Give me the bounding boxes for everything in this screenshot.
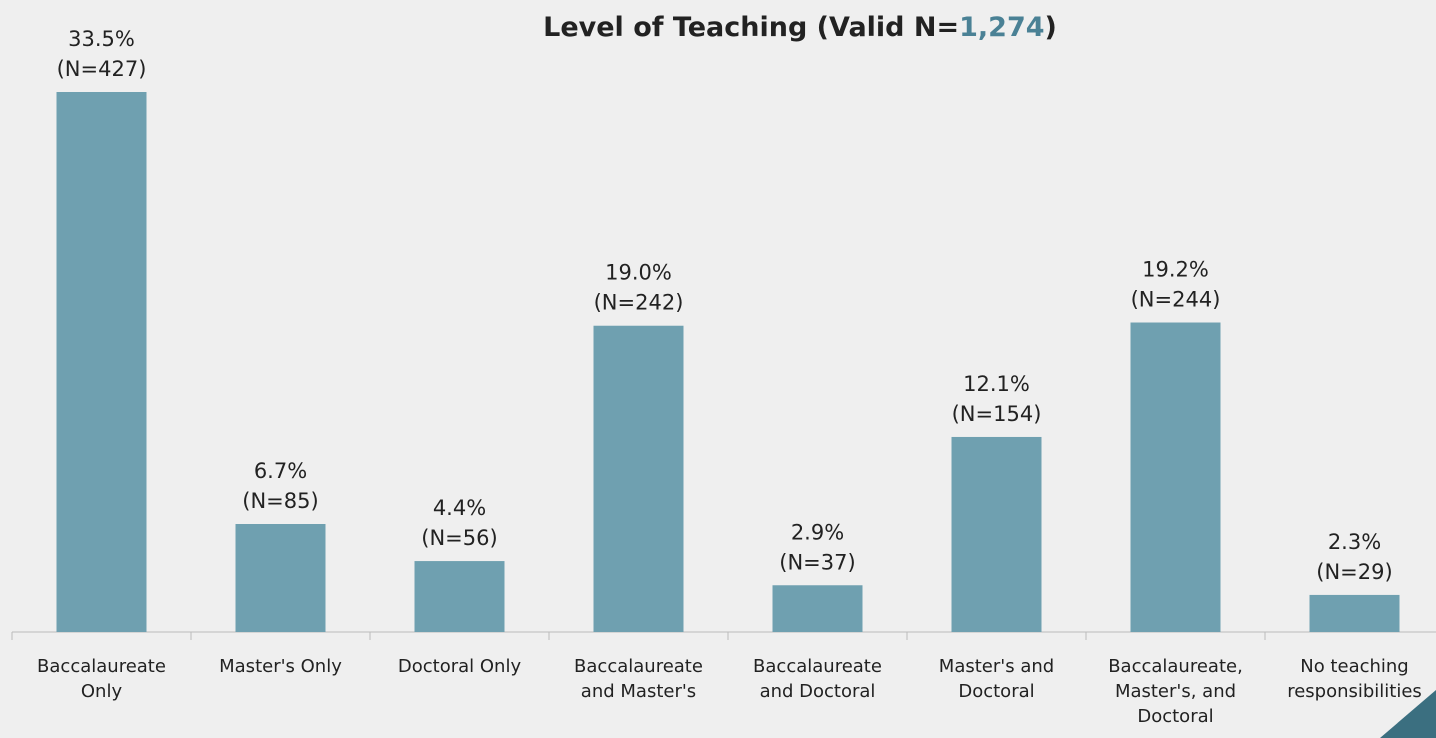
x-tick-label: Baccalaureate and Master's — [574, 656, 703, 702]
value-label: 6.7% (N=85) — [242, 459, 318, 513]
x-tick-label-line: Master's and — [939, 656, 1054, 677]
value-label: 19.0% (N=242) — [594, 261, 684, 315]
x-tick-label: Master's Only — [219, 656, 342, 677]
x-tick-label: Baccalaureate, Master's, and Doctoral — [1108, 656, 1243, 727]
value-label-line: 6.7% — [254, 459, 307, 483]
value-label-line: 2.9% — [791, 520, 844, 544]
chart-title: Level of Teaching (Valid N=1,274) — [543, 12, 1057, 43]
x-tick-label-line: Baccalaureate, — [1108, 656, 1243, 677]
x-tick-label-line: Doctoral — [958, 681, 1034, 702]
value-label: 12.1% (N=154) — [952, 372, 1042, 426]
bar — [1309, 594, 1400, 632]
x-tick-label-line: Baccalaureate — [574, 656, 703, 677]
x-tick-label-line: Master's Only — [219, 656, 342, 677]
value-label: 33.5% (N=427) — [57, 27, 147, 81]
x-tick-label: Doctoral Only — [398, 656, 522, 677]
bar — [414, 561, 505, 632]
value-label-line: (N=242) — [594, 291, 684, 315]
x-tick-label-line: Only — [81, 681, 123, 702]
bar — [593, 325, 684, 632]
bar — [1130, 322, 1221, 632]
value-label-line: (N=244) — [1131, 288, 1221, 312]
x-tick-label-line: Doctoral Only — [398, 656, 522, 677]
value-label-line: (N=427) — [57, 57, 147, 81]
value-label-line: (N=29) — [1316, 560, 1392, 584]
value-label-line: (N=85) — [242, 489, 318, 513]
value-label-line: 2.3% — [1328, 530, 1381, 554]
x-tick-label: Master's and Doctoral — [939, 656, 1054, 702]
title-part: 1,274 — [959, 12, 1044, 43]
x-tick-label-line: and Master's — [581, 681, 696, 702]
value-label: 2.9% (N=37) — [779, 520, 855, 574]
value-label-line: 4.4% — [433, 496, 486, 520]
x-tick-label: No teaching responsibilities — [1287, 656, 1422, 702]
x-tick-label: Baccalaureate and Doctoral — [753, 656, 882, 702]
value-label: 2.3% (N=29) — [1316, 530, 1392, 584]
x-tick-label-line: No teaching — [1300, 656, 1409, 677]
value-label-line: (N=154) — [952, 402, 1042, 426]
title-part: Level of Teaching (Valid N= — [543, 12, 959, 43]
value-label-line: 19.0% — [605, 261, 672, 285]
value-label-line: (N=56) — [421, 526, 497, 550]
bar — [235, 524, 326, 632]
value-label-line: 19.2% — [1142, 258, 1209, 282]
x-tick-label-line: Master's, and — [1115, 681, 1236, 702]
value-label: 19.2% (N=244) — [1131, 258, 1221, 312]
bar — [951, 436, 1042, 632]
title-part: ) — [1045, 12, 1057, 43]
x-tick-label-line: Baccalaureate — [753, 656, 882, 677]
x-tick-label-line: responsibilities — [1287, 681, 1422, 702]
value-label-line: 12.1% — [963, 372, 1030, 396]
x-tick-label-line: and Doctoral — [760, 681, 876, 702]
value-label: 4.4% (N=56) — [421, 496, 497, 550]
value-label-line: (N=37) — [779, 550, 855, 574]
value-label-line: 33.5% — [68, 27, 135, 51]
x-tick-label-line: Doctoral — [1137, 706, 1213, 727]
bar — [772, 585, 863, 632]
corner-decoration — [1380, 690, 1436, 738]
bar — [56, 92, 147, 632]
x-tick-label-line: Baccalaureate — [37, 656, 166, 677]
x-tick-label: Baccalaureate Only — [37, 656, 166, 702]
